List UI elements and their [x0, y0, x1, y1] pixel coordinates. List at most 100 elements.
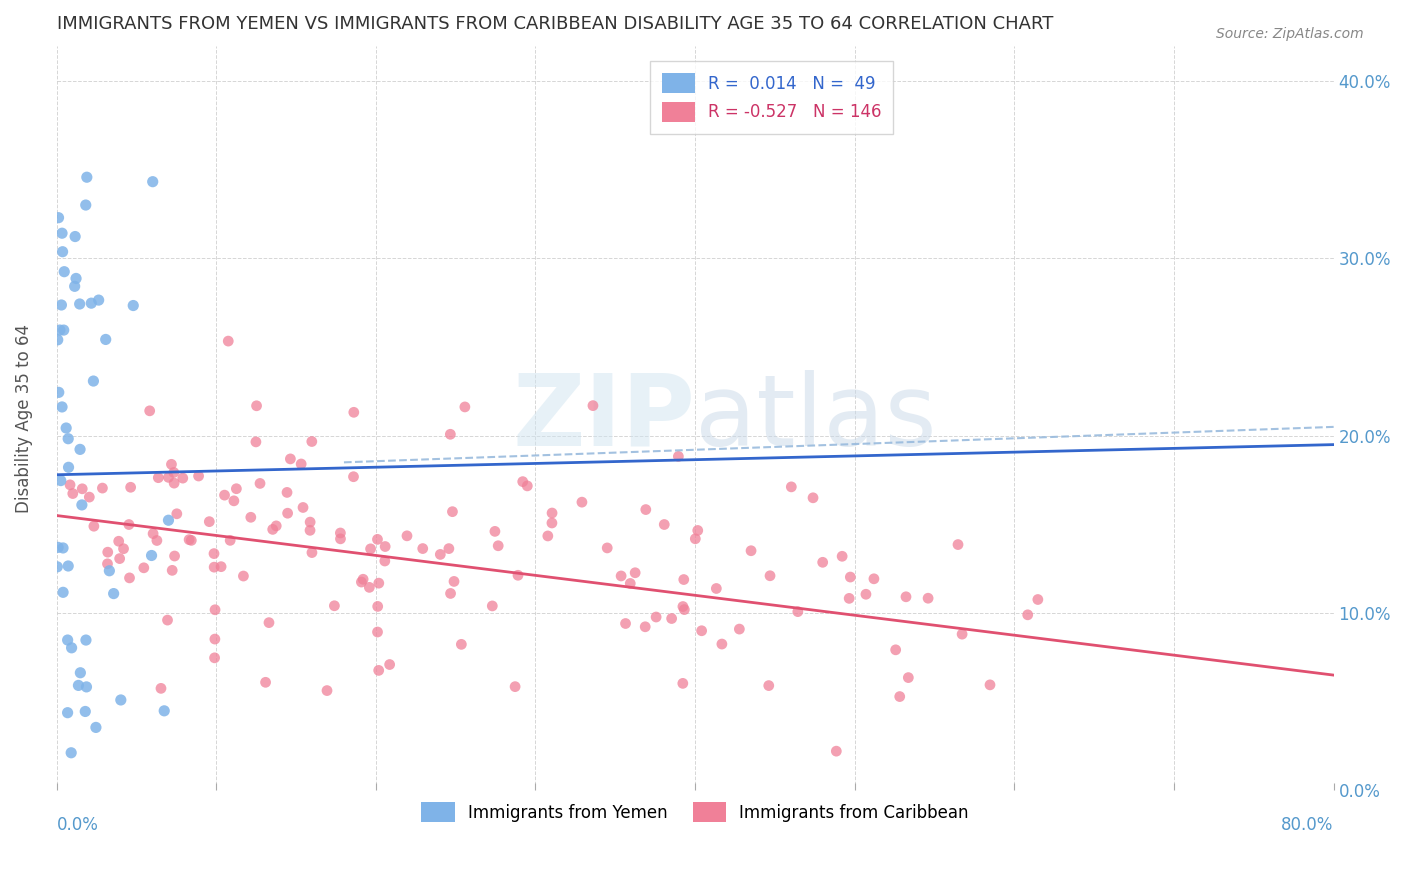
Point: [596, 541, 619, 555]
Point: [884, 643, 907, 657]
Text: Source: ZipAtlas.com: Source: ZipAtlas.com: [1216, 27, 1364, 41]
Point: [51, 298, 73, 312]
Point: [67, 678, 90, 692]
Point: [118, 571, 141, 585]
Point: [202, 560, 225, 574]
Point: [740, 543, 762, 558]
Point: [179, 533, 201, 547]
Point: [254, 675, 277, 690]
Point: [69, 665, 91, 680]
Point: [276, 485, 298, 500]
Legend: Immigrants from Yemen, Immigrants from Caribbean: Immigrants from Yemen, Immigrants from C…: [409, 790, 980, 834]
Point: [619, 576, 641, 591]
Point: [204, 650, 226, 665]
Point: [108, 551, 131, 566]
Point: [217, 334, 239, 348]
Point: [82, 374, 104, 388]
Point: [148, 471, 170, 485]
Point: [76, 170, 98, 185]
Point: [728, 622, 751, 636]
Point: [661, 611, 683, 625]
Point: [80, 296, 103, 310]
Point: [367, 664, 389, 678]
Point: [758, 679, 780, 693]
Point: [506, 568, 529, 582]
Point: [160, 458, 183, 472]
Point: [49, 474, 72, 488]
Point: [610, 569, 633, 583]
Point: [48, 211, 70, 225]
Point: [75, 705, 97, 719]
Point: [484, 524, 506, 539]
Point: [49, 323, 72, 337]
Point: [60, 746, 83, 760]
Point: [897, 671, 920, 685]
Point: [222, 493, 245, 508]
Point: [437, 541, 460, 556]
Point: [264, 519, 287, 533]
Text: ZIP: ZIP: [512, 369, 695, 467]
Point: [672, 676, 695, 690]
Text: IMMIGRANTS FROM YEMEN VS IMMIGRANTS FROM CARIBBEAN DISABILITY AGE 35 TO 64 CORRE: IMMIGRANTS FROM YEMEN VS IMMIGRANTS FROM…: [56, 15, 1053, 33]
Point: [142, 526, 165, 541]
Point: [46, 541, 69, 555]
Point: [69, 442, 91, 457]
Point: [58, 559, 80, 574]
Point: [624, 566, 647, 580]
Point: [360, 541, 382, 556]
Point: [359, 580, 381, 594]
Point: [439, 586, 461, 600]
Point: [917, 591, 939, 606]
Point: [46, 559, 69, 574]
Point: [301, 434, 323, 449]
Point: [204, 603, 226, 617]
Point: [614, 616, 637, 631]
Point: [571, 495, 593, 509]
Point: [132, 561, 155, 575]
Point: [299, 515, 322, 529]
Point: [245, 434, 267, 449]
Point: [202, 547, 225, 561]
Point: [51, 400, 73, 414]
Point: [512, 475, 534, 489]
Point: [138, 404, 160, 418]
Point: [299, 524, 322, 538]
Point: [75, 198, 97, 212]
Point: [58, 460, 80, 475]
Point: [374, 540, 396, 554]
Point: [979, 678, 1001, 692]
Point: [454, 400, 477, 414]
Point: [107, 534, 129, 549]
Point: [249, 476, 271, 491]
Point: [52, 323, 75, 337]
Point: [69, 297, 91, 311]
Point: [122, 299, 145, 313]
Point: [374, 554, 396, 568]
Point: [98, 564, 121, 578]
Point: [63, 279, 86, 293]
Point: [52, 585, 75, 599]
Point: [52, 244, 75, 259]
Y-axis label: Disability Age 35 to 64: Disability Age 35 to 64: [15, 324, 32, 513]
Point: [112, 541, 135, 556]
Point: [443, 574, 465, 589]
Point: [292, 500, 315, 515]
Point: [65, 271, 87, 285]
Point: [63, 229, 86, 244]
Point: [329, 526, 352, 541]
Point: [666, 450, 689, 464]
Point: [863, 572, 886, 586]
Point: [516, 479, 538, 493]
Point: [225, 482, 247, 496]
Point: [652, 517, 675, 532]
Point: [329, 532, 352, 546]
Point: [48, 385, 70, 400]
Point: [149, 681, 172, 696]
Point: [855, 587, 877, 601]
Point: [582, 399, 605, 413]
Point: [342, 469, 364, 483]
Point: [163, 466, 186, 480]
Point: [378, 657, 401, 672]
Point: [76, 680, 98, 694]
Point: [946, 538, 969, 552]
